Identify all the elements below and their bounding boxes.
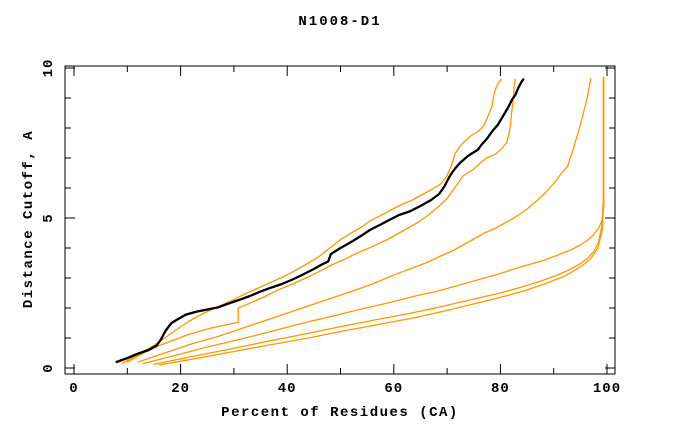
orange-curve-5 bbox=[153, 77, 604, 366]
chart-title: N1008-D1 bbox=[298, 14, 382, 30]
y-axis-ticks bbox=[65, 67, 615, 369]
orange-curve-2 bbox=[126, 78, 516, 363]
y-axis-label: Distance Cutoff, A bbox=[21, 129, 37, 309]
y-tick-label: 0 bbox=[41, 363, 57, 372]
x-tick-labels: 0 20 40 60 80 100 bbox=[69, 381, 621, 397]
y-tick-labels: 0 5 10 bbox=[41, 59, 57, 373]
orange-curve-1 bbox=[121, 78, 503, 365]
x-axis-label: Percent of Residues (CA) bbox=[221, 405, 459, 421]
x-tick-label: 100 bbox=[593, 381, 621, 397]
series-curves bbox=[115, 76, 605, 366]
x-axis-ticks bbox=[73, 66, 608, 374]
x-tick-label: 20 bbox=[171, 381, 190, 397]
y-tick-label: 10 bbox=[41, 59, 57, 78]
black-curve bbox=[115, 78, 525, 364]
plot-frame bbox=[64, 65, 616, 375]
x-tick-label: 60 bbox=[384, 381, 403, 397]
x-tick-label: 40 bbox=[278, 381, 297, 397]
orange-curve-4 bbox=[142, 76, 605, 365]
orange-curve-3 bbox=[137, 77, 592, 363]
y-tick-label: 5 bbox=[41, 213, 57, 222]
orange-curve-6 bbox=[158, 205, 604, 366]
x-tick-label: 80 bbox=[491, 381, 510, 397]
x-tick-label: 0 bbox=[69, 381, 78, 397]
